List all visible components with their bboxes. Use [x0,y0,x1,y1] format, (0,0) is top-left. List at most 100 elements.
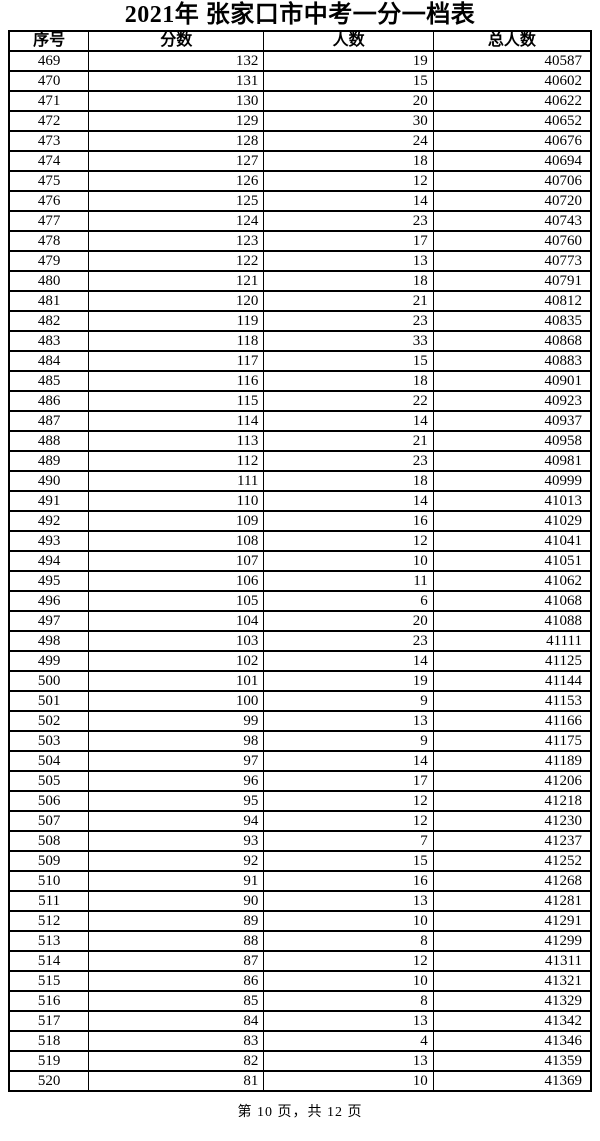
cell-count: 11 [263,570,434,592]
cell-score: 85 [88,990,265,1012]
cell-score: 116 [88,370,265,392]
table-header-row: 序号 分数 人数 总人数 [8,30,592,52]
cell-serial: 471 [8,90,90,112]
table-row: 502 99 13 41166 [8,710,592,732]
cell-total: 40923 [432,390,592,412]
cell-score: 87 [88,950,265,972]
cell-score: 124 [88,210,265,232]
table-row: 487 114 14 40937 [8,410,592,432]
cell-count: 13 [263,1010,434,1032]
cell-count: 15 [263,350,434,372]
cell-score: 107 [88,550,265,572]
cell-serial: 495 [8,570,90,592]
cell-serial: 514 [8,950,90,972]
cell-score: 102 [88,650,265,672]
cell-count: 14 [263,490,434,512]
table-row: 477 124 23 40743 [8,210,592,232]
cell-count: 10 [263,1070,434,1092]
table-row: 520 81 10 41369 [8,1070,592,1092]
cell-serial: 493 [8,530,90,552]
table-row: 506 95 12 41218 [8,790,592,812]
cell-total: 40743 [432,210,592,232]
cell-score: 129 [88,110,265,132]
table-row: 504 97 14 41189 [8,750,592,772]
table-row: 484 117 15 40883 [8,350,592,372]
table-row: 508 93 7 41237 [8,830,592,852]
cell-count: 16 [263,870,434,892]
cell-serial: 496 [8,590,90,612]
cell-count: 10 [263,910,434,932]
cell-serial: 499 [8,650,90,672]
cell-score: 112 [88,450,265,472]
cell-score: 113 [88,430,265,452]
table-row: 507 94 12 41230 [8,810,592,832]
cell-total: 40773 [432,250,592,272]
cell-serial: 492 [8,510,90,532]
cell-score: 88 [88,930,265,952]
cell-count: 18 [263,150,434,172]
page-footer: 第 10 页，共 12 页 [237,1105,363,1120]
cell-score: 86 [88,970,265,992]
cell-count: 24 [263,130,434,152]
cell-total: 41321 [432,970,592,992]
cell-serial: 510 [8,870,90,892]
cell-total: 41252 [432,850,592,872]
cell-score: 82 [88,1050,265,1072]
cell-score: 128 [88,130,265,152]
table-row: 470 131 15 40602 [8,70,592,92]
cell-count: 18 [263,270,434,292]
cell-score: 121 [88,270,265,292]
cell-count: 23 [263,210,434,232]
table-row: 490 111 18 40999 [8,470,592,492]
cell-score: 99 [88,710,265,732]
cell-total: 41218 [432,790,592,812]
cell-score: 119 [88,310,265,332]
cell-score: 100 [88,690,265,712]
cell-score: 93 [88,830,265,852]
cell-score: 111 [88,470,265,492]
cell-total: 41268 [432,870,592,892]
table-row: 486 115 22 40923 [8,390,592,412]
cell-count: 14 [263,410,434,432]
table-row: 489 112 23 40981 [8,450,592,472]
cell-serial: 506 [8,790,90,812]
cell-total: 41311 [432,950,592,972]
cell-total: 40958 [432,430,592,452]
cell-total: 40868 [432,330,592,352]
table-row: 517 84 13 41342 [8,1010,592,1032]
table-row: 474 127 18 40694 [8,150,592,172]
table-row: 479 122 13 40773 [8,250,592,272]
cell-total: 41041 [432,530,592,552]
cell-serial: 498 [8,630,90,652]
cell-serial: 516 [8,990,90,1012]
cell-total: 41111 [432,630,592,652]
table-row: 482 119 23 40835 [8,310,592,332]
cell-count: 14 [263,650,434,672]
cell-total: 41153 [432,690,592,712]
cell-count: 7 [263,830,434,852]
table-row: 483 118 33 40868 [8,330,592,352]
cell-count: 12 [263,950,434,972]
cell-total: 41088 [432,610,592,632]
cell-score: 126 [88,170,265,192]
cell-score: 120 [88,290,265,312]
cell-serial: 517 [8,1010,90,1032]
cell-total: 40622 [432,90,592,112]
cell-count: 10 [263,550,434,572]
cell-total: 40937 [432,410,592,432]
cell-score: 89 [88,910,265,932]
cell-score: 98 [88,730,265,752]
cell-count: 20 [263,90,434,112]
cell-count: 19 [263,50,434,72]
cell-serial: 489 [8,450,90,472]
table-row: 469 132 19 40587 [8,50,592,72]
table-row: 491 110 14 41013 [8,490,592,512]
cell-count: 20 [263,610,434,632]
cell-serial: 479 [8,250,90,272]
cell-score: 125 [88,190,265,212]
cell-score: 131 [88,70,265,92]
cell-serial: 478 [8,230,90,252]
cell-score: 94 [88,810,265,832]
table-row: 505 96 17 41206 [8,770,592,792]
